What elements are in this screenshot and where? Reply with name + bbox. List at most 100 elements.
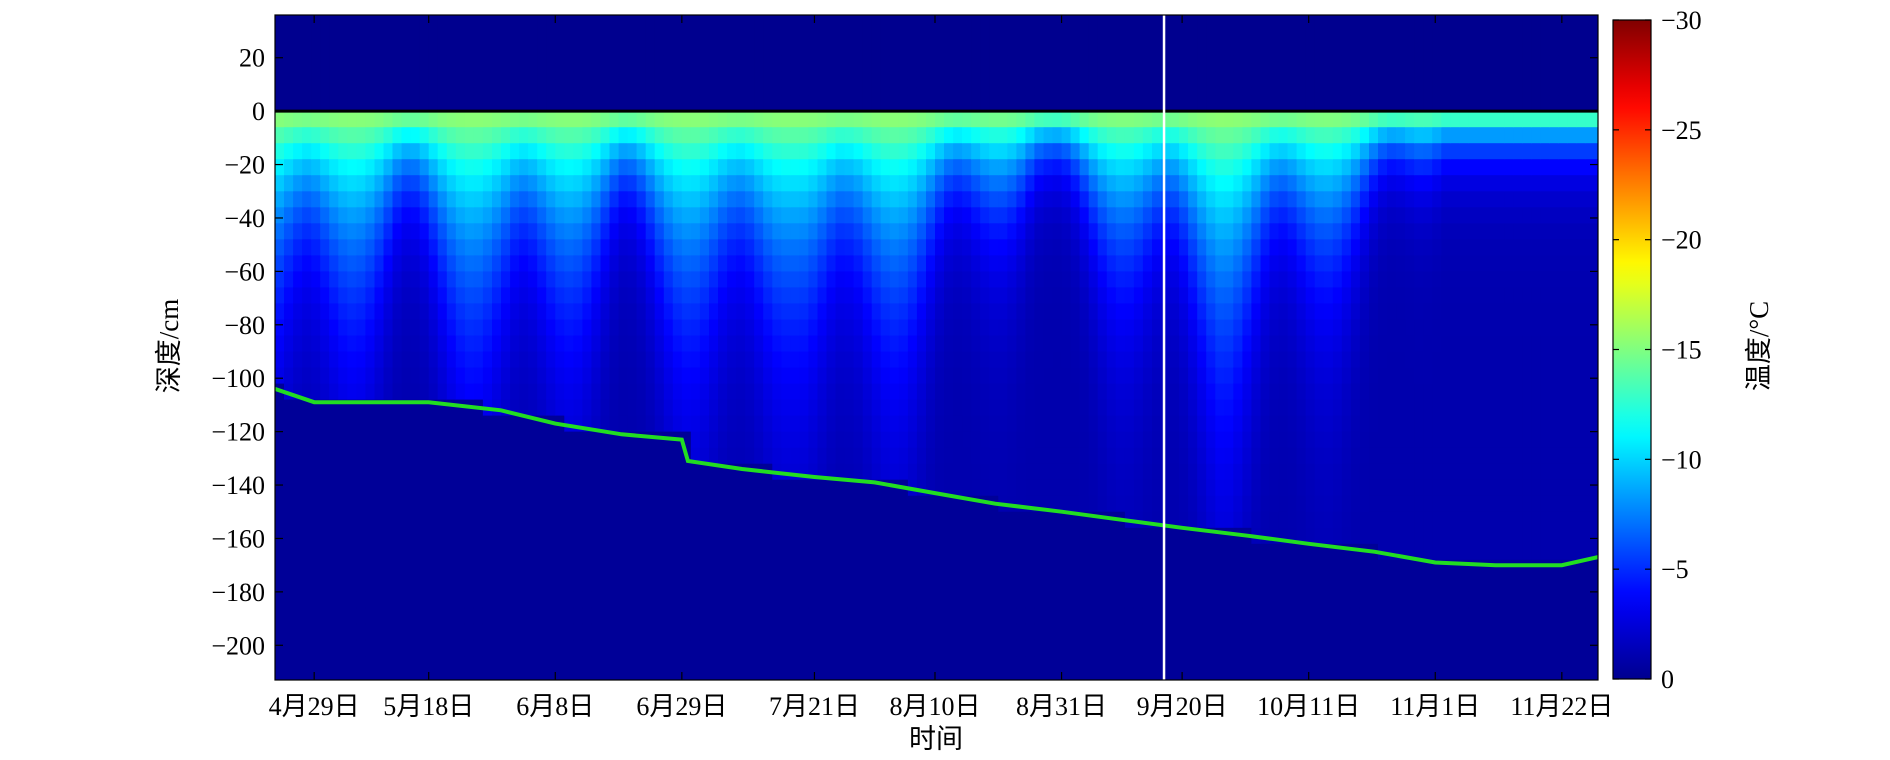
heat-cell bbox=[727, 367, 737, 385]
heat-cell bbox=[681, 255, 692, 272]
heat-cell bbox=[1142, 575, 1153, 593]
heat-cell bbox=[681, 159, 692, 176]
heat-cell bbox=[935, 287, 945, 304]
heat-cell bbox=[419, 527, 430, 545]
heat-cell bbox=[953, 103, 963, 112]
heat-cell bbox=[528, 656, 538, 673]
heat-cell bbox=[817, 383, 828, 401]
heat-cell bbox=[1016, 591, 1026, 609]
heat-cell bbox=[1034, 15, 1044, 24]
heat-cell bbox=[356, 143, 366, 160]
heat-cell bbox=[998, 31, 1008, 40]
heat-cell bbox=[1170, 223, 1180, 240]
heat-cell bbox=[618, 159, 629, 176]
heat-cell bbox=[555, 271, 565, 288]
heat-cell bbox=[302, 287, 312, 304]
heat-cell bbox=[672, 527, 683, 545]
heat-cell bbox=[428, 71, 439, 80]
heat-cell bbox=[1016, 543, 1026, 561]
heat-cell bbox=[582, 447, 592, 465]
heat-cell bbox=[718, 415, 728, 433]
heat-cell bbox=[736, 47, 746, 56]
heat-cell bbox=[302, 47, 312, 56]
heat-cell bbox=[754, 479, 764, 497]
heat-cell bbox=[853, 639, 864, 657]
heat-cell bbox=[555, 303, 565, 320]
heat-cell bbox=[672, 55, 683, 64]
heat-cell bbox=[971, 415, 981, 433]
heat-cell bbox=[962, 175, 972, 192]
heat-cell bbox=[862, 559, 873, 577]
heat-cell bbox=[790, 495, 800, 513]
heat-cell bbox=[699, 527, 710, 545]
heat-cell bbox=[1142, 223, 1153, 240]
heat-cell bbox=[808, 415, 818, 433]
heat-cell bbox=[926, 303, 936, 320]
heat-cell bbox=[745, 495, 755, 513]
heat-cell bbox=[871, 527, 882, 545]
heat-cell bbox=[989, 239, 999, 256]
heat-cell bbox=[763, 71, 773, 80]
heat-cell bbox=[446, 207, 457, 224]
heat-cell bbox=[826, 239, 837, 256]
heat-cell bbox=[880, 527, 891, 545]
heat-cell bbox=[1088, 159, 1099, 176]
heat-cell bbox=[953, 271, 963, 288]
heat-cell bbox=[835, 95, 846, 104]
heat-cell bbox=[1152, 639, 1162, 657]
heat-cell bbox=[663, 71, 674, 80]
heat-cell bbox=[871, 111, 882, 128]
heat-cell bbox=[600, 575, 611, 593]
heat-cell bbox=[727, 639, 737, 657]
heat-cell bbox=[627, 399, 638, 417]
heat-cell bbox=[898, 15, 909, 24]
heat-cell bbox=[690, 479, 701, 497]
heat-cell bbox=[275, 207, 285, 224]
heat-cell bbox=[736, 287, 746, 304]
heat-cell bbox=[464, 463, 475, 481]
heat-cell bbox=[926, 415, 936, 433]
heat-cell bbox=[392, 351, 403, 369]
heat-cell bbox=[736, 55, 746, 64]
heat-cell bbox=[338, 239, 348, 256]
heat-cell bbox=[898, 656, 909, 673]
heat-cell bbox=[1152, 31, 1162, 40]
heat-cell bbox=[1088, 87, 1099, 96]
heat-cell bbox=[455, 495, 466, 513]
heat-cell bbox=[718, 399, 728, 417]
heat-cell bbox=[880, 143, 891, 160]
heat-cell bbox=[428, 639, 439, 657]
heat-cell bbox=[808, 39, 818, 48]
heat-cell bbox=[971, 527, 981, 545]
heat-cell bbox=[537, 367, 547, 385]
heat-cell bbox=[663, 143, 674, 160]
heat-cell bbox=[1016, 175, 1026, 192]
heat-cell bbox=[1007, 335, 1017, 353]
heat-cell bbox=[510, 431, 520, 449]
heat-cell bbox=[492, 463, 502, 481]
heat-cell bbox=[1097, 239, 1108, 256]
heat-cell bbox=[1142, 191, 1153, 208]
heat-cell bbox=[1016, 575, 1026, 593]
heat-cell bbox=[1070, 479, 1081, 497]
heat-cell bbox=[672, 23, 683, 32]
heat-cell bbox=[1142, 383, 1153, 401]
heat-cell bbox=[510, 55, 520, 64]
heat-cell bbox=[907, 623, 918, 641]
heat-cell bbox=[962, 335, 972, 353]
heat-cell bbox=[1070, 255, 1081, 272]
heat-cell bbox=[482, 23, 493, 32]
heat-cell bbox=[546, 111, 556, 128]
heat-cell bbox=[916, 47, 927, 56]
heat-cell bbox=[808, 559, 818, 577]
heat-cell bbox=[455, 175, 466, 192]
heat-cell bbox=[338, 351, 348, 369]
heat-cell bbox=[464, 656, 475, 673]
heat-cell bbox=[482, 479, 493, 497]
heat-cell bbox=[528, 103, 538, 112]
heat-cell bbox=[528, 271, 538, 288]
heat-cell bbox=[935, 239, 945, 256]
heat-cell bbox=[1197, 39, 1207, 48]
heat-cell bbox=[1142, 447, 1153, 465]
